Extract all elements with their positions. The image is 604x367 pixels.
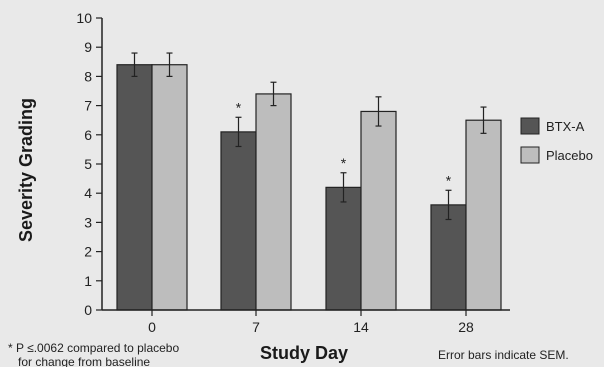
footnote-baseline: for change from baseline <box>18 355 150 367</box>
bar-btx-a <box>325 186 362 311</box>
error-bars <box>131 52 487 221</box>
bar-btx-a <box>116 64 153 311</box>
y-tick-label: 10 <box>76 10 92 26</box>
bar-placebo <box>465 119 502 311</box>
bars <box>116 64 502 311</box>
significance-markers: * * * <box>236 99 452 188</box>
x-axis-ticks: 0 7 14 28 <box>148 310 474 335</box>
y-tick-label: 4 <box>84 185 92 201</box>
footnote-significance: * P ≤.0062 compared to placebo <box>8 341 179 355</box>
x-tick-label: 28 <box>458 319 474 335</box>
legend-swatch <box>520 117 540 135</box>
y-tick-label: 7 <box>84 98 92 114</box>
y-axis-ticks: 0 1 2 3 4 5 6 7 8 9 10 <box>76 10 102 318</box>
y-tick-label: 6 <box>84 127 92 143</box>
footnote-error-bars: Error bars indicate SEM. <box>438 348 569 362</box>
x-tick-label: 14 <box>353 319 369 335</box>
y-tick-label: 8 <box>84 68 92 84</box>
legend: BTX-A Placebo <box>520 117 593 164</box>
bar-btx-a <box>220 131 257 311</box>
bar-placebo <box>151 64 188 311</box>
y-tick-label: 5 <box>84 156 92 172</box>
y-tick-label: 1 <box>84 273 92 289</box>
y-tick-label: 2 <box>84 244 92 260</box>
y-tick-label: 0 <box>84 302 92 318</box>
y-axis-title: Severity Grading <box>16 98 36 242</box>
significance-star: * <box>341 155 347 171</box>
legend-swatch <box>520 146 540 164</box>
bar-placebo <box>255 93 292 311</box>
bar-placebo <box>360 110 397 311</box>
x-tick-label: 7 <box>252 319 260 335</box>
significance-star: * <box>236 99 242 115</box>
legend-label: Placebo <box>546 148 593 163</box>
x-tick-label: 0 <box>148 319 156 335</box>
y-tick-label: 3 <box>84 214 92 230</box>
significance-star: * <box>446 172 452 188</box>
legend-label: BTX-A <box>546 119 585 134</box>
y-tick-label: 9 <box>84 39 92 55</box>
x-axis-title: Study Day <box>260 343 348 363</box>
bar-btx-a <box>430 204 467 311</box>
